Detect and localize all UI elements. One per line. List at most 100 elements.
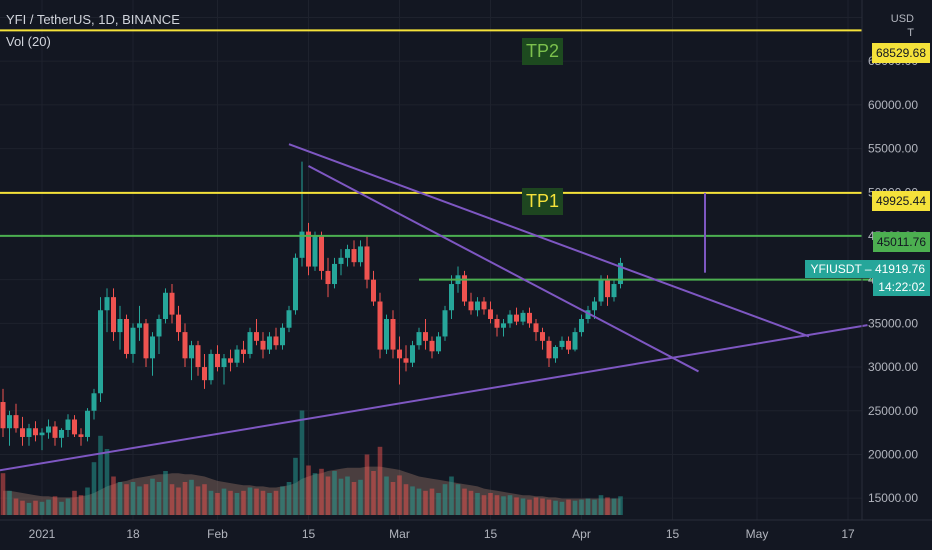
time-tick-label: 15: [666, 527, 680, 541]
volume-bar: [527, 499, 532, 515]
candle-body: [286, 310, 292, 328]
volume-bar: [163, 471, 168, 515]
volume-bar: [13, 498, 19, 515]
candle-body: [533, 323, 539, 333]
volume-bar: [312, 473, 318, 515]
volume-bar: [533, 497, 539, 515]
volume-bar: [377, 446, 383, 515]
candle-body: [410, 345, 415, 363]
candle-body: [202, 367, 207, 381]
volume-bar: [592, 499, 597, 515]
candle-body: [566, 340, 571, 350]
volume-bar: [241, 490, 246, 515]
candle-body: [221, 358, 227, 368]
time-tick-label: 15: [302, 527, 316, 541]
volume-bar: [371, 471, 376, 515]
volume-bar: [156, 482, 162, 515]
volume-bar: [124, 484, 129, 515]
volume-bar: [215, 493, 220, 515]
candle-body: [572, 332, 578, 350]
trendlines: [0, 143, 868, 472]
volume-bar: [143, 484, 149, 515]
volume-bar: [325, 476, 331, 515]
volume-bar: [46, 499, 51, 515]
volume-bar: [416, 488, 422, 515]
time-tick-label: 15: [484, 527, 498, 541]
trendline: [0, 324, 868, 472]
volume-bar: [572, 500, 578, 515]
volume-bar: [345, 476, 350, 515]
candle-body: [0, 402, 6, 429]
level-label-tp2: 68529.68: [871, 43, 930, 63]
volume-bars: [0, 410, 623, 515]
candle-body: [527, 312, 532, 324]
volume-bar: [358, 479, 363, 515]
candle-countdown: 14:22:02: [873, 278, 930, 296]
time-tick-label: 18: [126, 527, 140, 541]
volume-bar: [351, 482, 357, 515]
time-tick-label: Apr: [572, 527, 591, 541]
volume-bar: [104, 449, 110, 515]
candle-body: [475, 301, 480, 311]
volume-bar: [7, 490, 12, 515]
volume-bar: [72, 490, 77, 515]
candle-body: [234, 349, 240, 363]
volume-bar: [91, 462, 97, 515]
candle-body: [319, 235, 324, 271]
candle-body: [143, 323, 149, 359]
candle-body: [494, 318, 500, 328]
volume-bar: [410, 486, 415, 515]
candle-body: [195, 345, 201, 368]
time-tick-label: Feb: [207, 527, 228, 541]
candle-body: [26, 428, 32, 437]
volume-bar: [26, 502, 32, 515]
candle-body: [598, 279, 604, 302]
candle-body: [124, 318, 129, 354]
tp1-annotation[interactable]: TP1: [522, 188, 564, 215]
price-tick-label: 20000.00: [868, 447, 918, 461]
volume-bar: [364, 454, 370, 515]
price-tick-label: 55000.00: [868, 142, 918, 156]
candle-body: [85, 410, 90, 437]
volume-indicator-label[interactable]: Vol (20): [6, 34, 51, 49]
candle-body: [20, 428, 25, 437]
volume-bar: [319, 468, 324, 515]
candle-body: [442, 310, 448, 337]
tp2-annotation[interactable]: TP2: [522, 38, 564, 65]
time-axis[interactable]: 2021 18 Feb 15 Mar 15 Apr 15 May 17: [0, 519, 932, 541]
candle-body: [247, 332, 253, 354]
volume-bar: [208, 490, 214, 515]
volume-bar: [228, 490, 233, 515]
candle-body: [592, 301, 597, 311]
volume-bar: [332, 471, 337, 515]
candle-body: [462, 275, 467, 302]
candle-body: [117, 318, 123, 333]
volume-bar: [566, 499, 571, 515]
volume-bar: [494, 495, 500, 515]
volume-bar: [559, 501, 565, 515]
symbol-name: YFIUSDT: [810, 262, 862, 276]
candle-body: [189, 345, 194, 359]
candle-body: [208, 353, 214, 381]
candle-body: [13, 415, 19, 429]
price-tick-label: 25000.00: [868, 404, 918, 418]
volume-bar: [202, 484, 207, 515]
volume-bar: [507, 495, 513, 515]
candle-body: [585, 310, 591, 319]
candle-body: [371, 279, 376, 302]
currency-label-line1: USD: [890, 13, 914, 25]
volume-bar: [436, 493, 441, 515]
volume-bar: [33, 500, 38, 515]
volume-bar: [52, 496, 58, 515]
price-tick-label: 60000.00: [868, 98, 918, 112]
candle-body: [98, 310, 103, 394]
volume-bar: [293, 457, 298, 515]
candle-body: [338, 257, 344, 264]
candle-body: [520, 312, 526, 322]
candle-body: [7, 415, 12, 429]
candle-body: [553, 346, 558, 359]
candle-body: [423, 332, 428, 341]
candle-body: [611, 284, 617, 298]
volume-bar: [234, 493, 240, 515]
